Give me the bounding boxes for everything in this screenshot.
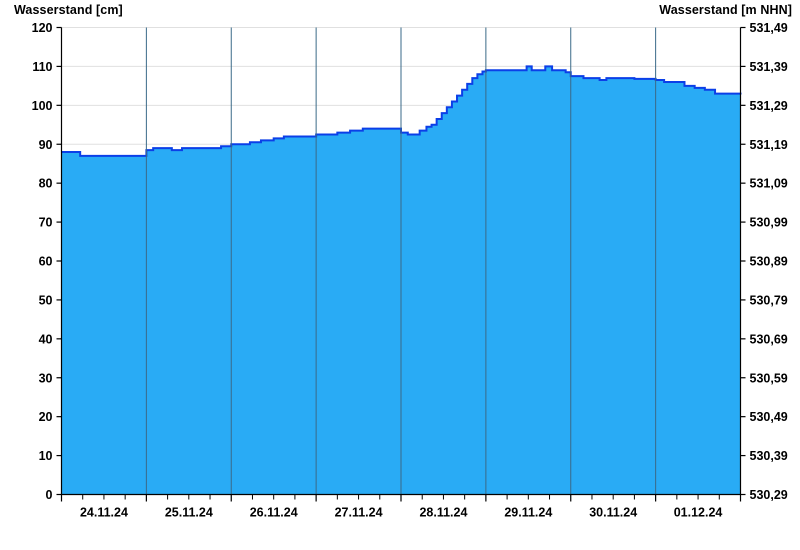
series-line [61,65,742,157]
y-tick-label-right: 531,19 [750,138,788,152]
y-tick-label-right: 530,69 [750,332,788,346]
y-tick-label-left: 20 [39,410,53,424]
axis-tick-labels: 0 530,29 10 530,39 20 530,49 30 530,59 40 530,69 5… [32,21,788,520]
right-axis-title: Wasserstand [m NHN] [659,3,792,17]
y-tick-label-left: 120 [32,21,53,35]
x-tick-label: 30.11.24 [589,506,637,520]
y-tick-label-right: 531,09 [750,177,788,191]
y-tick-label-left: 50 [39,293,53,307]
y-tick-label-right: 530,29 [750,488,788,502]
y-tick-label-left: 10 [39,449,53,463]
y-tick-label-right: 530,49 [750,410,788,424]
y-tick-label-right: 530,99 [750,216,788,230]
y-tick-label-right: 530,79 [750,293,788,307]
y-tick-label-right: 530,59 [750,371,788,385]
y-tick-label-right: 530,89 [750,255,788,269]
y-tick-label-right: 531,29 [750,99,788,113]
y-tick-label-left: 40 [39,332,53,346]
x-tick-label: 26.11.24 [250,506,298,520]
y-tick-label-right: 530,39 [750,449,788,463]
x-tick-label: 29.11.24 [504,506,552,520]
x-tick-label: 24.11.24 [80,506,128,520]
axis-ticks [56,26,746,502]
x-tick-label: 25.11.24 [165,506,213,520]
day-separator-lines [145,27,657,495]
x-tick-label: 01.12.24 [674,506,723,520]
y-tick-label-left: 70 [39,216,53,230]
y-tick-label-left: 30 [39,371,53,385]
y-tick-label-left: 100 [32,99,53,113]
x-tick-label: 27.11.24 [335,506,383,520]
y-tick-label-right: 531,49 [750,21,788,35]
x-tick-label: 28.11.24 [419,506,467,520]
y-tick-label-left: 80 [39,177,53,191]
y-tick-label-right: 531,39 [750,60,788,74]
left-axis-title: Wasserstand [cm] [14,3,123,17]
y-tick-label-left: 110 [32,60,52,74]
y-tick-label-left: 60 [39,255,53,269]
y-tick-label-left: 0 [46,488,53,502]
y-tick-label-left: 90 [39,138,53,152]
